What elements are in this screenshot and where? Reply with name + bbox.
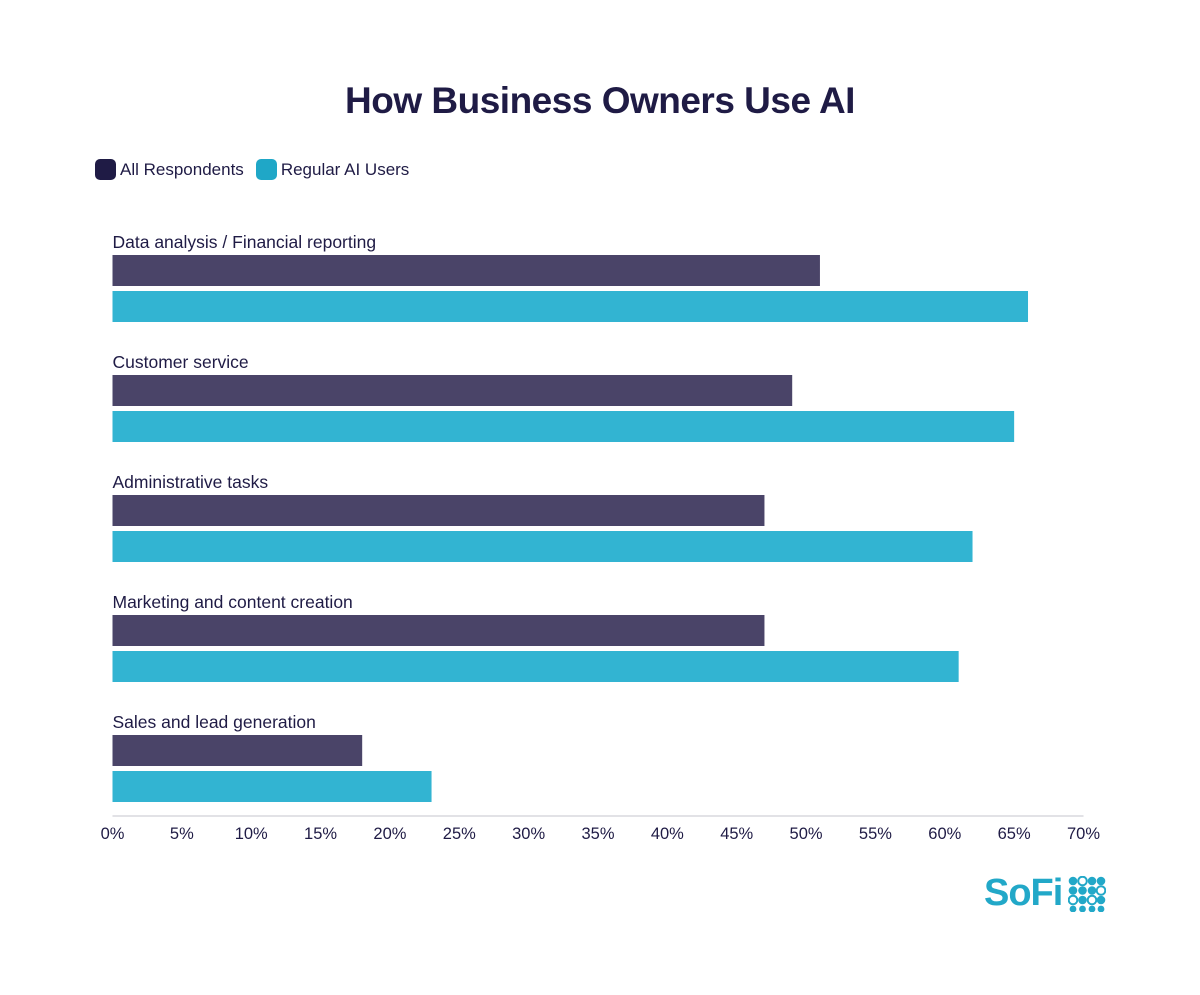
category-label-marketing-and-content-creation: Marketing and content creation (113, 592, 353, 612)
legend-label-all-respondents: All Respondents (120, 159, 244, 179)
bar-all-respondents-data-analysis-financial-reporting (112, 255, 820, 286)
x-tick-label: 45% (720, 825, 753, 843)
x-tick-label: 40% (651, 825, 684, 843)
x-tick-label: 65% (998, 825, 1031, 843)
bar-regular-ai-users-customer-service (112, 411, 1015, 442)
chart-title: How Business Owners Use AI (345, 80, 855, 121)
legend-swatch-regular-ai-users (255, 159, 277, 180)
bar-all-respondents-sales-and-lead-generation (112, 735, 363, 766)
bar-all-respondents-customer-service (112, 375, 793, 406)
legend: All Respondents Regular AI Users (95, 159, 421, 180)
legend-label-regular-ai-users: Regular AI Users (280, 159, 410, 179)
x-tick-label: 35% (581, 825, 614, 843)
x-tick-label: 25% (443, 825, 476, 843)
bar-all-respondents-marketing-and-content-creation (112, 615, 765, 646)
bar-regular-ai-users-administrative-tasks (112, 531, 973, 562)
bar-regular-ai-users-data-analysis-financial-reporting (112, 291, 1029, 322)
x-tick-label: 20% (373, 825, 406, 843)
bar-regular-ai-users-sales-and-lead-generation (112, 771, 432, 802)
sofi-dots-icon (1068, 875, 1107, 912)
category-label-sales-and-lead-generation: Sales and lead generation (113, 712, 316, 732)
legend-item-all-respondents: All Respondents (95, 159, 244, 180)
x-tick-label: 70% (1067, 825, 1100, 843)
sofi-logo: SoFi (984, 872, 1107, 915)
x-tick-label: 10% (235, 825, 268, 843)
category-label-data-analysis-financial-reporting: Data analysis / Financial reporting (113, 232, 377, 252)
x-tick-label: 5% (170, 825, 194, 843)
bar-regular-ai-users-marketing-and-content-creation (112, 651, 959, 682)
logo-text: SoFi (984, 872, 1063, 914)
x-tick-label: 0% (101, 825, 125, 843)
x-tick-label: 55% (859, 825, 892, 843)
category-label-customer-service: Customer service (113, 352, 249, 372)
x-tick-label: 15% (304, 825, 337, 843)
x-tick-label: 60% (928, 825, 961, 843)
bar-all-respondents-administrative-tasks (112, 495, 765, 526)
x-tick-label: 30% (512, 825, 545, 843)
legend-item-regular-ai-users: Regular AI Users (255, 159, 410, 180)
category-label-administrative-tasks: Administrative tasks (113, 472, 269, 492)
legend-swatch-all-respondents (95, 159, 116, 180)
x-tick-label: 50% (790, 825, 823, 843)
